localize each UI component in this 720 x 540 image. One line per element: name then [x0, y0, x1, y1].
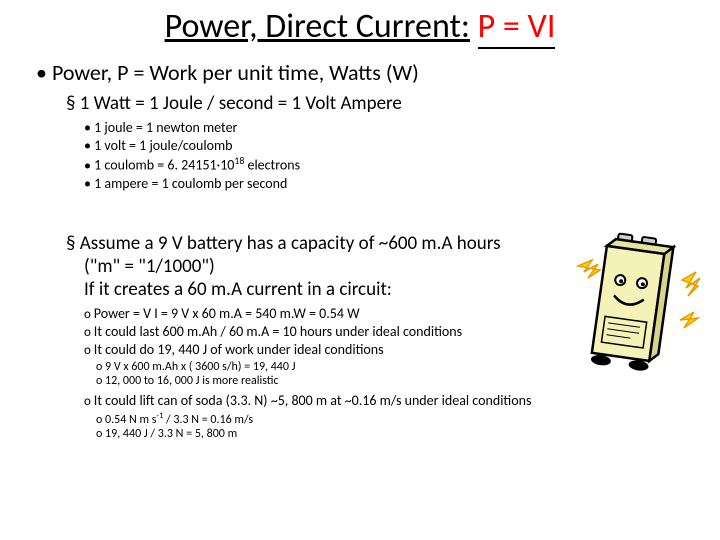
slide-title: Power, Direct Current: P = VI — [0, 0, 720, 51]
vel-post: / 3.3 N = 0.16 m/s — [163, 413, 253, 427]
title-formula: P = VI — [478, 6, 556, 49]
bullet-coulomb: 1 coulomb = 6. 24151·1018 electrons — [84, 155, 684, 174]
bullet-watt-def: 1 Watt = 1 Joule / second = 1 Volt Amper… — [66, 92, 684, 115]
bullet-power-def: Power, P = Work per unit time, Watts (W) — [36, 59, 684, 86]
coulomb-sup: 18 — [234, 155, 244, 167]
assume-l3: If it creates a 60 m.A current in a circ… — [84, 278, 392, 301]
bullet-ampere: 1 ampere = 1 coulomb per second — [84, 175, 684, 192]
bullet-velocity: 0.54 N m s-1 / 3.3 N = 0.16 m/s — [96, 411, 684, 427]
assume-l1: Assume a 9 V battery has a capacity of ~… — [80, 232, 501, 255]
assume-l2: ("m" = "1/1000") — [84, 255, 215, 278]
title-left: Power, Direct Current: — [165, 6, 470, 47]
coulomb-post: electrons — [244, 157, 300, 174]
battery-illustration — [570, 220, 700, 380]
bullet-lift-soda: It could lift can of soda (3.3. N) ~5, 8… — [84, 392, 684, 409]
bullet-joule: 1 joule = 1 newton meter — [84, 119, 684, 136]
bullet-height: 19, 440 J / 3.3 N = 5, 800 m — [96, 427, 684, 441]
coulomb-pre: 1 coulomb = 6. 24151·10 — [94, 157, 234, 174]
vel-pre: 0.54 N m s — [105, 413, 156, 427]
bullet-volt: 1 volt = 1 joule/coulomb — [84, 137, 684, 154]
